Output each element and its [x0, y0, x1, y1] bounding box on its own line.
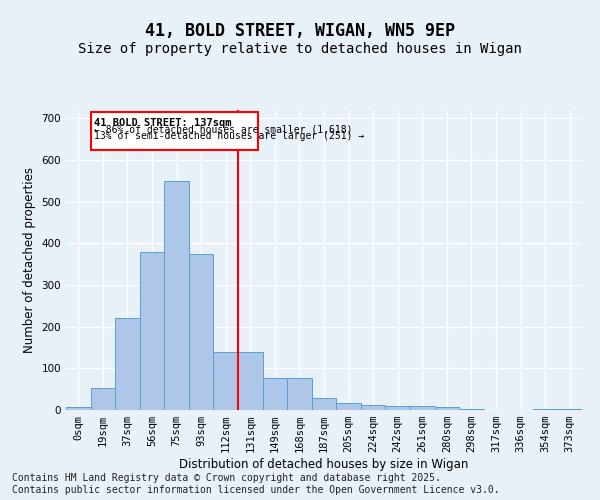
Bar [66, 407, 91, 410]
Text: 41 BOLD STREET: 137sqm: 41 BOLD STREET: 137sqm [94, 118, 231, 128]
Text: 41, BOLD STREET, WIGAN, WN5 9EP: 41, BOLD STREET, WIGAN, WN5 9EP [145, 22, 455, 40]
Text: ← 86% of detached houses are smaller (1,618): ← 86% of detached houses are smaller (1,… [94, 124, 352, 134]
Bar [214, 352, 238, 410]
Bar [312, 398, 336, 410]
Bar [557, 409, 582, 410]
Bar [410, 406, 434, 410]
Bar [164, 181, 189, 410]
Bar [91, 388, 115, 410]
Bar [238, 352, 263, 410]
Bar [533, 409, 557, 410]
Bar [287, 378, 312, 410]
Bar [263, 378, 287, 410]
Y-axis label: Number of detached properties: Number of detached properties [23, 167, 36, 353]
X-axis label: Distribution of detached houses by size in Wigan: Distribution of detached houses by size … [179, 458, 469, 471]
Bar [115, 318, 140, 410]
Bar [385, 406, 410, 410]
Bar [189, 254, 214, 410]
Text: Contains HM Land Registry data © Crown copyright and database right 2025.
Contai: Contains HM Land Registry data © Crown c… [12, 474, 500, 495]
Bar [91, 112, 257, 150]
Bar [336, 403, 361, 410]
Bar [140, 252, 164, 410]
Bar [361, 404, 385, 410]
Text: Size of property relative to detached houses in Wigan: Size of property relative to detached ho… [78, 42, 522, 56]
Bar [434, 407, 459, 410]
Text: 13% of semi-detached houses are larger (251) →: 13% of semi-detached houses are larger (… [94, 131, 364, 141]
Bar [459, 409, 484, 410]
